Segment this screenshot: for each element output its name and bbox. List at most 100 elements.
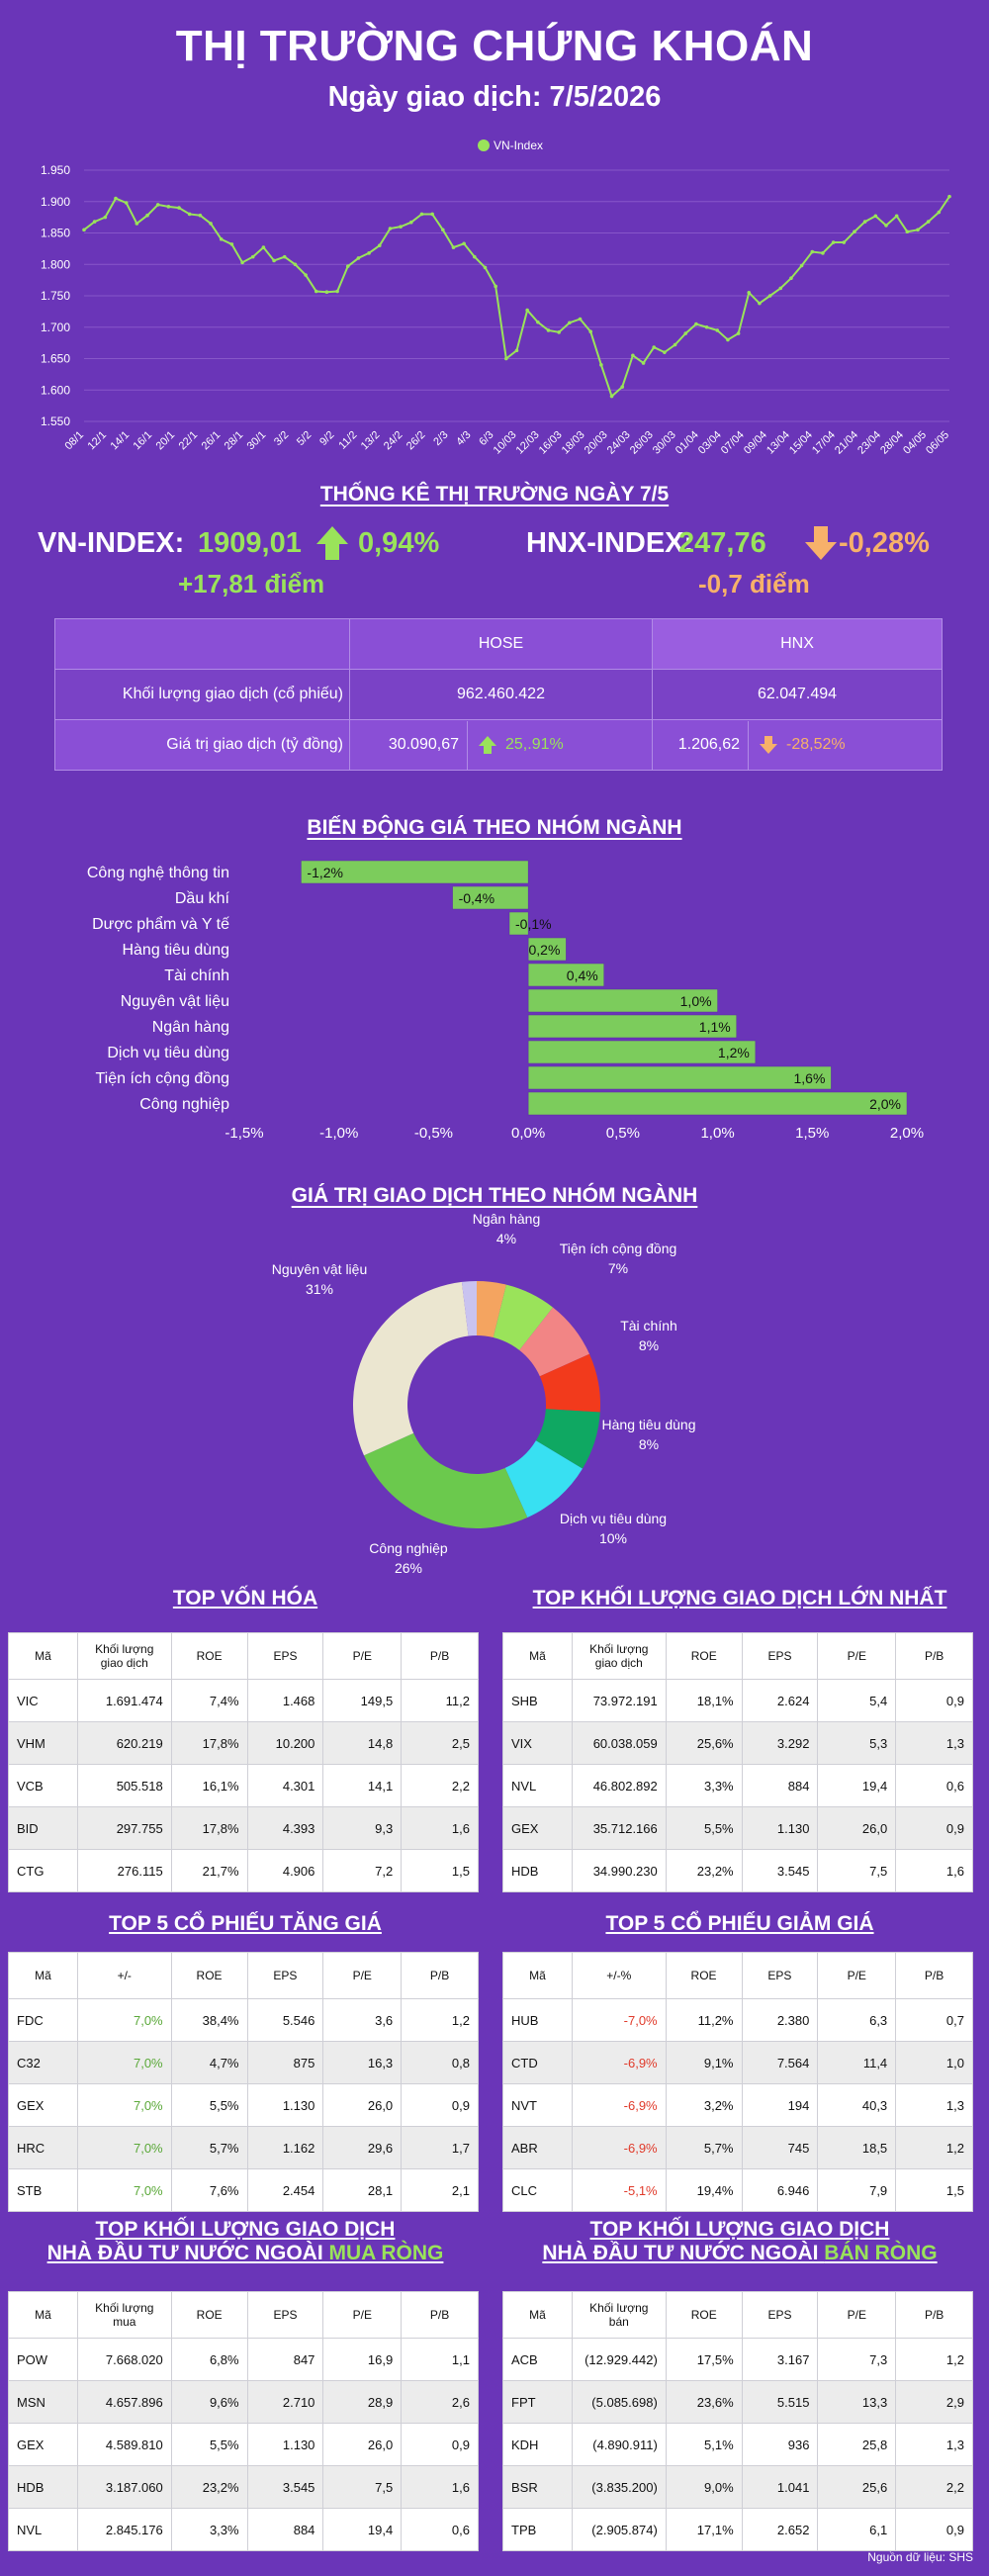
x-tick-label: 4/3 xyxy=(454,429,473,448)
value-cell: 26,0 xyxy=(322,2083,403,2127)
arrow-up-icon xyxy=(316,526,348,560)
value-cell: -5,1% xyxy=(571,2168,667,2212)
data-point xyxy=(514,348,519,353)
value-cell: 2,2 xyxy=(401,1764,479,1807)
donut-slice xyxy=(461,1281,477,1336)
value-cell: 5,5% xyxy=(665,1806,743,1850)
value-cell: 0,9 xyxy=(895,1679,973,1722)
donut-slice xyxy=(352,1281,469,1456)
value-cell: 23,2% xyxy=(170,2465,248,2509)
y-tick-label: 1.800 xyxy=(41,257,70,271)
column-header: Mã xyxy=(502,1952,573,1999)
value-cell: 875 xyxy=(246,2041,324,2084)
x-tick-label: 13/04 xyxy=(764,429,792,457)
category-label: Tiện ích cộng đồng xyxy=(96,1070,230,1087)
column-header: P/E xyxy=(322,1952,403,1999)
data-point xyxy=(462,241,466,246)
data-point xyxy=(314,289,318,294)
sector-price-bar-chart: Công nghệ thông tin -1,2% Dầu khí -0,4% Dược… xyxy=(87,860,924,1142)
vnindex-line-chart: 1.950 1.900 1.850 1.800 1.750 1.700 1.650 1.600… xyxy=(41,138,951,457)
ticker-cell: STB xyxy=(8,2168,78,2212)
y-tick-label: 1.650 xyxy=(41,352,70,366)
ticker-cell: FDC xyxy=(8,1998,78,2042)
value-cell: 1.468 xyxy=(246,1679,324,1722)
top-cap-heading: TOP VỐN HÓA xyxy=(8,1587,483,1610)
x-tick-label: 24/2 xyxy=(382,429,405,453)
value-cell: (5.085.698) xyxy=(571,2380,667,2424)
vnindex-series-line xyxy=(83,196,950,399)
data-point xyxy=(377,243,382,247)
column-header: ROE xyxy=(170,2291,248,2339)
column-header: ROE xyxy=(170,1632,248,1680)
x-tick-label: 1,0% xyxy=(700,1125,734,1142)
value-cell: 3.545 xyxy=(246,2465,324,2509)
column-header: ROE xyxy=(665,1632,743,1680)
x-tick-label: 12/1 xyxy=(86,429,110,453)
slice-value: 10% xyxy=(599,1530,627,1546)
value-cell: 0,7 xyxy=(895,1998,973,2042)
data-point xyxy=(367,251,371,255)
column-header: +/-% xyxy=(571,1952,667,1999)
data-point xyxy=(683,331,688,335)
value-cell: 26,0 xyxy=(817,1806,897,1850)
value-cell: 73.972.191 xyxy=(571,1679,667,1722)
data-point xyxy=(114,196,118,201)
value-cell: 7,4% xyxy=(170,1679,248,1722)
x-tick-label: -0,5% xyxy=(414,1125,453,1142)
value-cell: 11,2% xyxy=(665,1998,743,2042)
value-cell: 9,6% xyxy=(170,2380,248,2424)
data-point xyxy=(494,284,497,289)
table-row: STB 7,0% 7,6% 2.454 28,1 2,1 xyxy=(8,2168,479,2212)
value-cell: 35.712.166 xyxy=(571,1806,667,1850)
market-stats-heading: THỐNG KÊ THỊ TRƯỜNG NGÀY 7/5 xyxy=(319,483,670,506)
category-label: Tài chính xyxy=(164,967,229,984)
value-cell: 7,6% xyxy=(170,2168,248,2212)
value-cell: 1,6 xyxy=(401,2465,479,2509)
bar xyxy=(527,1040,757,1064)
data-point xyxy=(272,258,276,263)
col-hose: HOSE xyxy=(349,618,653,670)
table-row: ACB (12.929.442) 17,5% 3.167 7,3 1,2 xyxy=(502,2338,973,2381)
value-cell: 1.691.474 xyxy=(76,1679,172,1722)
data-source: Nguồn dữ liệu: SHS xyxy=(867,2550,973,2564)
value-cell: 0,9 xyxy=(895,1806,973,1850)
table-row: CTD -6,9% 9,1% 7.564 11,4 1,0 xyxy=(502,2041,973,2084)
top-gainers-heading: TOP 5 CỔ PHIẾU TĂNG GIÁ xyxy=(8,1912,483,1936)
data-point xyxy=(399,225,403,229)
value-cell: 884 xyxy=(741,1764,819,1807)
ticker-cell: FPT xyxy=(502,2380,573,2424)
top-gainers-title: TOP 5 CỔ PHIẾU TĂNG GIÁ xyxy=(109,1912,382,1935)
bar xyxy=(452,885,529,910)
value-cell: 17,1% xyxy=(665,2508,743,2551)
column-header: EPS xyxy=(246,2291,324,2339)
value-cell: 3,3% xyxy=(170,2508,248,2551)
value-cell: 1,1 xyxy=(401,2338,479,2381)
slice-value: 8% xyxy=(639,1337,659,1353)
value-cell: 38,4% xyxy=(170,1998,248,2042)
row-volume-hose: 962.460.422 xyxy=(349,669,653,720)
value-cell: 1,5 xyxy=(895,2168,973,2212)
value-cell: 7,0% xyxy=(76,2126,172,2169)
sector-price-heading: BIẾN ĐỘNG GIÁ THEO NHÓM NGÀNH xyxy=(307,816,682,839)
column-header: ROE xyxy=(665,1952,743,1999)
data-point xyxy=(124,201,129,205)
value-cell: 60.038.059 xyxy=(571,1721,667,1765)
bar xyxy=(527,937,567,962)
value-cell: 40,3 xyxy=(817,2083,897,2127)
value-cell: 1,3 xyxy=(895,2083,973,2127)
column-header: Khối lượng bán xyxy=(571,2291,667,2339)
table-row: HUB -7,0% 11,2% 2.380 6,3 0,7 xyxy=(502,1998,973,2042)
slice-name: Hàng tiêu dùng xyxy=(602,1417,696,1432)
value-cell: 194 xyxy=(741,2083,819,2127)
ticker-cell: HDB xyxy=(502,1849,573,1892)
bar xyxy=(527,1014,737,1039)
data-point xyxy=(853,230,856,234)
category-label: Hàng tiêu dùng xyxy=(122,942,229,959)
x-tick-label: 26/1 xyxy=(200,429,224,453)
x-tick-label: 17/04 xyxy=(810,429,838,457)
ticker-cell: CTD xyxy=(502,2041,573,2084)
data-label: -1,2% xyxy=(307,865,343,880)
value-cell: 2,9 xyxy=(895,2380,973,2424)
foreign-buy-table: Mã Khối lượng mua ROE EPS P/E P/B POW 7.668.020… xyxy=(8,2291,479,2551)
data-point xyxy=(873,214,878,219)
